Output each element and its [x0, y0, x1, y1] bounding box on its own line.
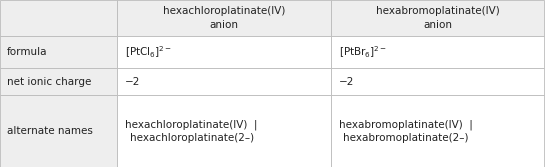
Bar	[0, 68, 117, 95]
Text: formula: formula	[7, 47, 47, 57]
Text: hexachloroplatinate(IV)
anion: hexachloroplatinate(IV) anion	[163, 6, 285, 30]
Text: hexachloroplatinate(IV)  |
hexachloroplatinate(2–): hexachloroplatinate(IV) | hexachloroplat…	[125, 119, 258, 143]
Bar	[117, 0, 331, 36]
Bar	[331, 36, 544, 68]
Bar	[117, 36, 331, 68]
Bar	[117, 95, 331, 167]
Text: hexabromoplatinate(IV)
anion: hexabromoplatinate(IV) anion	[376, 6, 500, 30]
Bar	[331, 0, 544, 36]
Bar	[331, 95, 544, 167]
Bar	[0, 95, 117, 167]
Text: −2: −2	[125, 77, 141, 87]
Text: −2: −2	[339, 77, 354, 87]
Text: hexabromoplatinate(IV)  |
hexabromoplatinate(2–): hexabromoplatinate(IV) | hexabromoplatin…	[339, 119, 473, 143]
Bar	[117, 68, 331, 95]
Bar	[0, 0, 117, 36]
Text: net ionic charge: net ionic charge	[7, 77, 91, 87]
Bar	[331, 68, 544, 95]
Text: alternate names: alternate names	[7, 126, 93, 136]
Text: [PtCl$_6$]$^{2-}$: [PtCl$_6$]$^{2-}$	[125, 44, 172, 60]
Bar	[0, 36, 117, 68]
Text: [PtBr$_6$]$^{2-}$: [PtBr$_6$]$^{2-}$	[339, 44, 387, 60]
